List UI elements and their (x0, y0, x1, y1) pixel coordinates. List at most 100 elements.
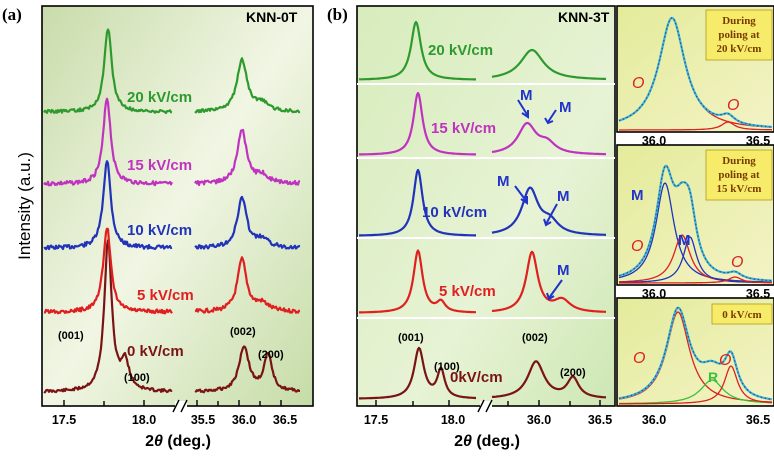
panel-b-dividers (357, 83, 615, 319)
panel-a-peak-002: (002) (230, 326, 256, 338)
panel-b-peak-200: (200) (560, 367, 586, 379)
panel-b-series-4-left (358, 20, 477, 81)
m-arrow-15-right (547, 109, 557, 123)
panel-a-label-15kv: 15 kV/cm (127, 157, 192, 174)
panel-b-series-4-right (491, 48, 607, 81)
panel-c-note-1-line2: poling at (718, 29, 760, 41)
panel-a-label-0kv: 0 kV/cm (127, 343, 184, 360)
panel-b-axis-break-mark-1 (477, 399, 485, 413)
panel-c-note-3-box (711, 303, 773, 325)
panel-b-letter: (b) (327, 5, 348, 24)
panel-c-sub3-label-R: R (708, 369, 718, 385)
panel-c-note-1-line3: 20 kV/cm (717, 43, 762, 55)
panel-b-marker-15-left: M (520, 87, 533, 104)
panel-b: 17.5 18.0 36.0 36.5 2θ (deg.) (b) KNN-3T… (327, 5, 616, 450)
panel-c-sub2-label-M-1: M (631, 187, 644, 204)
panel-b-peak-002: (002) (522, 332, 548, 344)
panel-c-sub3-label-O-1: O (633, 350, 645, 367)
panel-c-note-3-line1: 0 kV/cm (722, 309, 761, 321)
panel-a-series-1-right (194, 256, 301, 314)
panel-b-label-5kv: 5 kV/cm (439, 283, 496, 300)
panel-a-peak-200: (200) (258, 349, 284, 361)
m-arrow-5 (548, 279, 563, 299)
panel-a-series-3-left (43, 97, 173, 187)
panel-b-sample-name: KNN-3T (558, 9, 610, 25)
panel-a-peak-100: (100) (124, 372, 150, 384)
panel-a-series-3-right (194, 128, 301, 187)
panel-a-xtick-18-0: 18.0 (132, 413, 156, 427)
panel-b-xtick-17-5: 17.5 (364, 413, 388, 427)
panel-b-label-15kv: 15 kV/cm (431, 120, 496, 137)
m-arrow-15-left (517, 99, 529, 117)
panel-c-sub1-xtick-36-0: 36.0 (642, 134, 666, 148)
panel-a-series-2-right (194, 195, 301, 250)
panel-a-curves (43, 28, 301, 394)
panel-c-sub1-experimental (618, 17, 772, 128)
panel-b-marker-10-right: M (557, 188, 570, 205)
panel-c-sub2-xtick-36-0: 36.0 (642, 287, 666, 301)
panel-a-series-1-left (43, 227, 173, 315)
panel-b-label-10kv: 10 kV/cm (422, 204, 487, 221)
panel-a-sample-name: KNN-0T (246, 9, 298, 25)
panel-b-marker-10-left: M (497, 173, 510, 190)
panel-b-series-2-right (491, 186, 607, 236)
panel-c-sub2-component-3 (619, 276, 772, 284)
panel-b-series-3-right (491, 121, 607, 156)
panel-c-sub1-label-O-2: O (727, 97, 739, 114)
panel-b-xtick-36-5: 36.5 (588, 413, 612, 427)
panel-c-sub3-component-1 (619, 379, 773, 405)
panel-b-ticks (375, 400, 601, 406)
panel-a-axis-break-mark-2 (180, 399, 188, 413)
panel-c-sub3-xtick-36-0: 36.0 (642, 413, 666, 427)
m-arrow-10-right (545, 203, 558, 225)
panel-c-sub2-xtick-36-5: 36.5 (746, 287, 770, 301)
panel-a: 17.5 18.0 35.5 36.0 36.5 2θ (deg.) Inten… (2, 5, 314, 450)
panel-a-axis-break-mark-1 (172, 399, 180, 413)
panel-c-curves (618, 16, 773, 405)
panel-c-sub2-label-M-2: M (678, 232, 691, 249)
panel-b-peak-001: (001) (398, 332, 424, 344)
panel-a-xtick-36-0: 36.0 (232, 413, 256, 427)
panel-c-sub1-label-O-1: O (632, 75, 644, 92)
panel-a-y-axis-title: Intensity (a.u.) (15, 152, 34, 260)
panel-b-label-20kv: 20 kV/cm (428, 42, 493, 59)
panel-c-sub3-component-2 (619, 365, 773, 405)
panel-c-sub1-xtick-36-5: 36.5 (746, 134, 770, 148)
panel-a-series-0-right (194, 345, 301, 394)
panel-a-xtick-17-5: 17.5 (52, 413, 76, 427)
panel-c-note-2-line1: During (722, 155, 756, 167)
panel-c-sub3-xtick-36-5: 36.5 (746, 413, 770, 427)
panel-b-marker-15-right: M (559, 99, 572, 116)
panel-a-ticks (63, 400, 282, 406)
panel-c-note-1-box (705, 9, 773, 61)
panel-c-note-2-line3: 15 kV/cm (717, 183, 762, 195)
panel-a-xtick-36-5: 36.5 (273, 413, 297, 427)
panel-c-note-2-box (705, 149, 773, 201)
panel-b-axis-break-gap (480, 401, 492, 411)
panel-b-marker-5: M (557, 262, 570, 279)
panel-a-series-4-left (43, 28, 173, 115)
panel-c-sub3-experimental (618, 307, 773, 400)
panel-b-series-1-left (358, 249, 477, 314)
panel-c-sub2-label-O-2: O (731, 254, 743, 271)
panel-c-note-2-line2: poling at (718, 169, 760, 181)
panel-a-series-2-left (43, 160, 173, 251)
panel-c-sub3-label-O-2: O (719, 352, 731, 369)
panel-c: During poling at 20 kV/cm During poling … (616, 5, 774, 427)
panel-a-label-10kv: 10 kV/cm (127, 222, 192, 239)
panel-c-sub1-component-1 (619, 121, 772, 131)
panel-b-xtick-36-0: 36.0 (527, 413, 551, 427)
panel-c-sub2-experimental (618, 165, 773, 282)
panel-b-series-3-left (358, 91, 477, 156)
panel-b-peak-100: (100) (434, 361, 460, 373)
panel-a-letter: (a) (2, 5, 22, 24)
panel-b-series-2-left (358, 168, 477, 237)
panel-a-x-axis-title: 2θ (deg.) (145, 433, 211, 450)
panel-a-peak-001: (001) (58, 330, 84, 342)
panel-a-plot-area (41, 5, 314, 407)
panel-a-series-4-right (194, 57, 301, 114)
panel-b-series-0-left (358, 346, 477, 400)
panel-b-x-axis-title: 2θ (deg.) (454, 433, 520, 450)
panel-b-series-0-right (491, 360, 607, 399)
